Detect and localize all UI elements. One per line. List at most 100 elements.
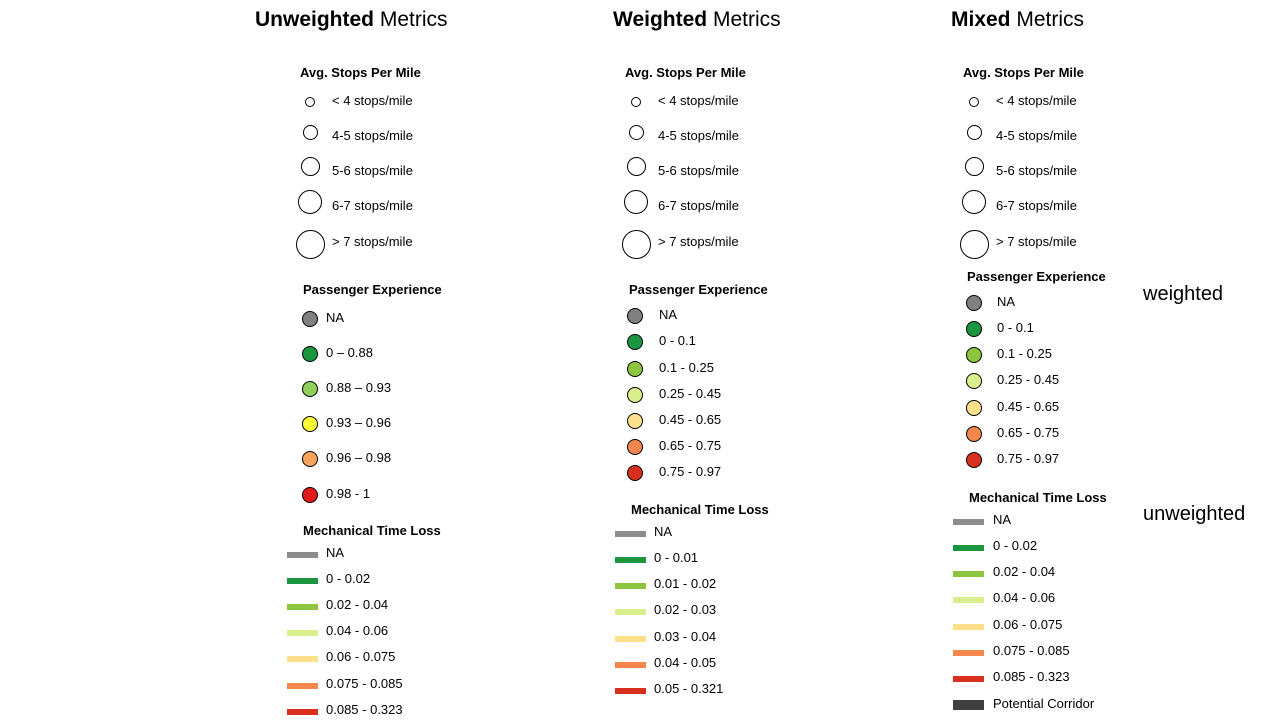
mechanical-time-loss-swatch — [615, 609, 646, 615]
stop-range-label: < 4 stops/mile — [332, 93, 413, 108]
passenger-experience-swatch — [627, 465, 643, 481]
stop-range-label: 5-6 stops/mile — [996, 163, 1077, 178]
stop-range-label: > 7 stops/mile — [332, 234, 413, 249]
passenger-experience-label: 0.65 - 0.75 — [659, 438, 722, 453]
stop-size-circle — [305, 97, 315, 107]
passenger-experience-swatch — [627, 308, 643, 324]
passenger-experience-swatch — [966, 400, 982, 416]
mechanical-time-loss-label: NA — [993, 512, 1012, 527]
mechanical-time-loss-swatch — [287, 604, 318, 610]
title-bold: Unweighted — [255, 8, 374, 31]
passenger-experience-swatch — [302, 416, 318, 432]
passenger-experience-label: 0.45 - 0.65 — [997, 399, 1060, 414]
passenger-experience-label: 0 - 0.1 — [659, 333, 696, 348]
mechanical-time-loss-label: 0.075 - 0.085 — [993, 643, 1070, 658]
passenger-experience-label: 0.1 - 0.25 — [659, 360, 714, 375]
mechanical-time-loss-swatch — [953, 676, 984, 682]
passenger-experience-swatch — [302, 451, 318, 467]
stop-size-circle — [628, 124, 644, 140]
passenger-experience-swatch — [302, 381, 318, 397]
mechanical-time-loss-label: Potential Corridor — [993, 696, 1095, 711]
stop-range-label: 6-7 stops/mile — [332, 198, 413, 213]
stop-range-label: 5-6 stops/mile — [658, 163, 739, 178]
passenger-experience-label: 0.98 - 1 — [326, 486, 371, 501]
mechanical-time-loss-label: 0.04 - 0.05 — [654, 655, 717, 670]
passenger-experience-swatch — [966, 347, 982, 363]
mechanical-time-loss-label: 0.04 - 0.06 — [326, 623, 389, 638]
weighted-metrics-title: Weighted Metrics — [613, 8, 781, 32]
stop-size-circle — [964, 156, 984, 176]
passenger-experience-label: 0.75 - 0.97 — [997, 451, 1060, 466]
mechanical-time-loss-swatch — [953, 571, 984, 577]
mechanical-time-loss-label: 0.05 - 0.321 — [654, 681, 724, 696]
passenger-experience-swatch — [302, 346, 318, 362]
mechanical-time-loss-label: 0 - 0.01 — [654, 550, 699, 565]
passenger-experience-label: 0.93 – 0.96 — [326, 415, 392, 430]
mechanical-time-loss-label: 0.085 - 0.323 — [326, 702, 403, 717]
passenger-experience-label: 0 – 0.88 — [326, 345, 373, 360]
passenger-experience-header: Passenger Experience — [303, 282, 442, 297]
stop-range-label: 6-7 stops/mile — [658, 198, 739, 213]
mechanical-time-loss-label: 0.01 - 0.02 — [654, 576, 717, 591]
stops-per-mile-header: Avg. Stops Per Mile — [625, 65, 746, 80]
mechanical-time-loss-swatch — [953, 597, 984, 603]
stop-size-circle — [631, 97, 641, 107]
mechanical-time-loss-label: 0 - 0.02 — [326, 571, 371, 586]
mechanical-time-loss-label: 0.02 - 0.03 — [654, 602, 717, 617]
mechanical-time-loss-swatch — [615, 688, 646, 694]
passenger-experience-label: 0 - 0.1 — [997, 320, 1034, 335]
mechanical-time-loss-swatch — [615, 557, 646, 563]
mechanical-time-loss-label: 0.085 - 0.323 — [993, 669, 1070, 684]
stop-range-label: < 4 stops/mile — [996, 93, 1077, 108]
mechanical-time-loss-swatch — [615, 662, 646, 668]
stop-size-circle — [300, 156, 320, 176]
mechanical-time-loss-header: Mechanical Time Loss — [631, 502, 769, 517]
passenger-experience-label: 0.1 - 0.25 — [997, 346, 1052, 361]
stop-size-circle — [966, 124, 982, 140]
mechanical-time-loss-label: NA — [326, 545, 345, 560]
passenger-experience-header: Passenger Experience — [629, 282, 768, 297]
mechanical-time-loss-swatch — [953, 545, 984, 551]
passenger-experience-swatch — [966, 373, 982, 389]
mechanical-time-loss-swatch — [287, 552, 318, 558]
title-rest: Metrics — [1010, 8, 1085, 31]
passenger-experience-swatch — [966, 426, 982, 442]
mechanical-time-loss-swatch — [615, 636, 646, 642]
mechanical-time-loss-label: 0.02 - 0.04 — [326, 597, 389, 612]
stop-range-label: 5-6 stops/mile — [332, 163, 413, 178]
passenger-experience-swatch — [966, 321, 982, 337]
side-label-unweighted: unweighted — [1143, 503, 1246, 525]
mixed-metrics-title: Mixed Metrics — [951, 8, 1084, 32]
passenger-experience-swatch — [966, 295, 982, 311]
stop-range-label: 4-5 stops/mile — [332, 128, 413, 143]
passenger-experience-swatch — [966, 452, 982, 468]
passenger-experience-label: 0.25 - 0.45 — [997, 372, 1060, 387]
stop-range-label: 6-7 stops/mile — [996, 198, 1077, 213]
mechanical-time-loss-label: NA — [654, 524, 673, 539]
passenger-experience-swatch — [302, 311, 318, 327]
passenger-experience-label: NA — [997, 294, 1016, 309]
mechanical-time-loss-swatch — [953, 700, 984, 710]
title-bold: Mixed — [951, 8, 1011, 31]
stop-range-label: < 4 stops/mile — [658, 93, 739, 108]
title-rest: Metrics — [707, 8, 781, 31]
passenger-experience-swatch — [627, 361, 643, 377]
stop-size-circle — [621, 229, 651, 259]
passenger-experience-label: NA — [326, 310, 345, 325]
passenger-experience-label: 0.45 - 0.65 — [659, 412, 722, 427]
mechanical-time-loss-swatch — [953, 519, 984, 525]
stop-size-circle — [624, 190, 648, 214]
mechanical-time-loss-label: 0.03 - 0.04 — [654, 629, 717, 644]
stop-size-circle — [298, 190, 322, 214]
stops-per-mile-header: Avg. Stops Per Mile — [300, 65, 421, 80]
stop-size-circle — [626, 156, 646, 176]
mechanical-time-loss-swatch — [615, 583, 646, 589]
mechanical-time-loss-label: 0.04 - 0.06 — [993, 590, 1056, 605]
stop-range-label: 4-5 stops/mile — [658, 128, 739, 143]
mechanical-time-loss-swatch — [953, 650, 984, 656]
stop-size-circle — [959, 229, 989, 259]
title-rest: Metrics — [374, 8, 448, 31]
stop-size-circle — [962, 190, 986, 214]
mechanical-time-loss-label: 0 - 0.02 — [993, 538, 1038, 553]
stop-range-label: 4-5 stops/mile — [996, 128, 1077, 143]
